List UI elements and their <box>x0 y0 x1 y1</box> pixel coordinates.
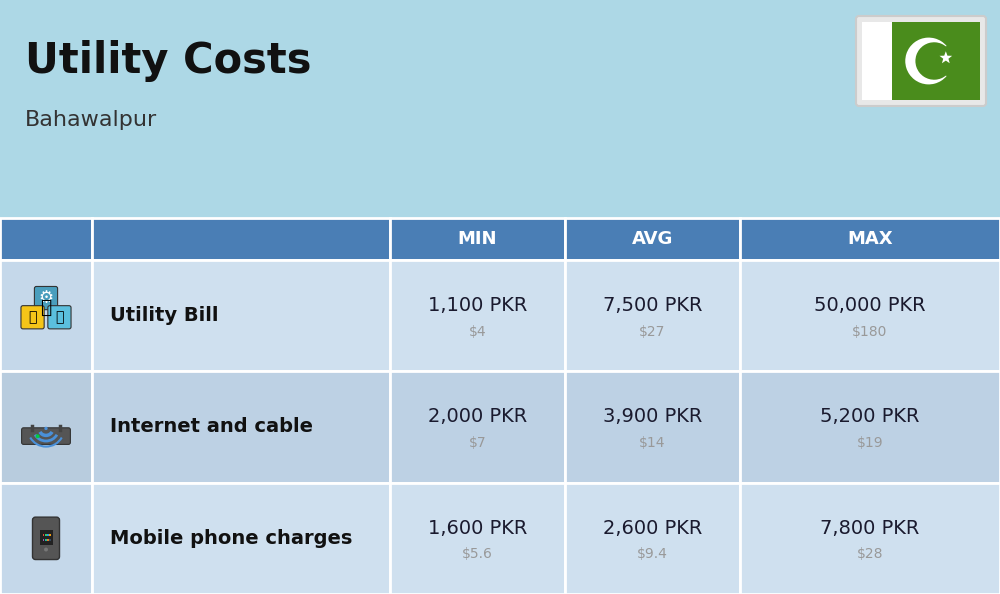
FancyBboxPatch shape <box>34 286 58 309</box>
Text: 1,600 PKR: 1,600 PKR <box>428 519 527 538</box>
Bar <box>49 534 51 536</box>
Text: 5,200 PKR: 5,200 PKR <box>820 407 920 426</box>
Bar <box>42 539 44 541</box>
Text: Bahawalpur: Bahawalpur <box>25 110 157 130</box>
Text: 🚰: 🚰 <box>55 310 64 324</box>
FancyBboxPatch shape <box>22 428 70 444</box>
Bar <box>565 371 740 483</box>
Bar <box>49 539 51 541</box>
Bar <box>47 534 49 536</box>
Bar <box>0 371 92 483</box>
Text: ⚙: ⚙ <box>38 289 54 307</box>
Bar <box>390 371 565 483</box>
Text: Utility Costs: Utility Costs <box>25 40 312 82</box>
Text: 7,500 PKR: 7,500 PKR <box>603 296 702 315</box>
Wedge shape <box>905 37 947 84</box>
Bar <box>740 371 1000 483</box>
Text: $19: $19 <box>857 436 883 450</box>
Bar <box>862 22 892 100</box>
Text: 2,000 PKR: 2,000 PKR <box>428 407 527 426</box>
Bar <box>565 218 740 260</box>
Text: MAX: MAX <box>847 230 893 248</box>
Bar <box>565 260 740 371</box>
Bar <box>92 483 390 594</box>
Bar <box>0 483 92 594</box>
Bar <box>92 371 390 483</box>
Text: 7,800 PKR: 7,800 PKR <box>820 519 920 538</box>
Bar <box>0 218 92 260</box>
Text: 50,000 PKR: 50,000 PKR <box>814 296 926 315</box>
Bar <box>45 539 47 541</box>
Text: $9.4: $9.4 <box>637 547 668 561</box>
Bar <box>892 22 980 100</box>
Text: MIN: MIN <box>458 230 497 248</box>
Text: 2,600 PKR: 2,600 PKR <box>603 519 702 538</box>
Bar <box>42 534 44 536</box>
Text: AVG: AVG <box>632 230 673 248</box>
Text: $180: $180 <box>852 325 888 339</box>
Text: 3,900 PKR: 3,900 PKR <box>603 407 702 426</box>
Text: 1,100 PKR: 1,100 PKR <box>428 296 527 315</box>
Circle shape <box>44 548 48 551</box>
Polygon shape <box>940 51 952 63</box>
FancyBboxPatch shape <box>21 306 44 329</box>
Bar <box>92 218 390 260</box>
FancyBboxPatch shape <box>48 306 71 329</box>
Text: $5.6: $5.6 <box>462 547 493 561</box>
Bar <box>565 483 740 594</box>
Text: $14: $14 <box>639 436 666 450</box>
Text: $28: $28 <box>857 547 883 561</box>
FancyBboxPatch shape <box>40 530 52 545</box>
Bar <box>740 483 1000 594</box>
Text: $7: $7 <box>469 436 486 450</box>
Text: Mobile phone charges: Mobile phone charges <box>110 529 352 548</box>
FancyBboxPatch shape <box>856 16 986 106</box>
Bar <box>92 260 390 371</box>
Text: $27: $27 <box>639 325 666 339</box>
Bar <box>390 218 565 260</box>
FancyBboxPatch shape <box>32 517 60 560</box>
Text: Internet and cable: Internet and cable <box>110 418 313 437</box>
Text: Utility Bill: Utility Bill <box>110 306 218 325</box>
Bar <box>740 260 1000 371</box>
Circle shape <box>44 426 48 430</box>
Text: 🔌: 🔌 <box>28 310 37 324</box>
Bar <box>740 218 1000 260</box>
Bar <box>0 260 92 371</box>
Text: 🧍: 🧍 <box>40 298 52 317</box>
Wedge shape <box>915 42 950 80</box>
Bar <box>390 483 565 594</box>
Bar <box>47 539 49 541</box>
Bar <box>45 534 47 536</box>
Circle shape <box>36 434 40 438</box>
Text: $4: $4 <box>469 325 486 339</box>
Bar <box>390 260 565 371</box>
